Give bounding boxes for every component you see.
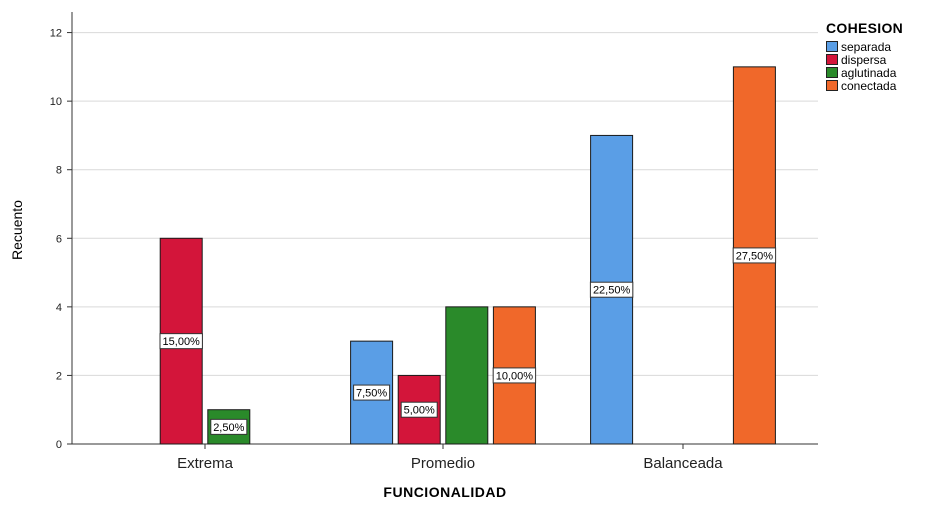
- y-tick-label: 4: [56, 302, 62, 314]
- data-label: 10,00%: [496, 370, 534, 382]
- y-tick-label: 2: [56, 370, 62, 382]
- data-label-box: [492, 367, 537, 384]
- legend-swatch: [826, 41, 838, 52]
- data-label: 7,50%: [356, 388, 387, 400]
- legend-item-separada: separada: [826, 39, 903, 54]
- y-tick-label: 8: [56, 165, 62, 177]
- data-label-box: [732, 247, 777, 264]
- y-tick-label: 0: [56, 439, 62, 451]
- data-label-box: [400, 401, 438, 418]
- legend-label: conectada: [841, 78, 897, 93]
- y-tick-label: 10: [50, 96, 62, 108]
- data-label-box: [210, 418, 248, 435]
- data-label: 22,50%: [593, 285, 631, 297]
- data-label-box: [353, 384, 391, 401]
- data-label: 15,00%: [163, 336, 201, 348]
- legend-label: separada: [841, 39, 892, 54]
- legend-item-conectada: conectada: [826, 78, 903, 93]
- legend-swatch: [826, 80, 838, 91]
- legend-label: dispersa: [841, 52, 887, 67]
- legend: COHESION separada dispersa aglutinada conec…: [826, 20, 904, 93]
- data-label: 5,00%: [404, 405, 435, 417]
- legend-title: COHESION: [826, 20, 904, 36]
- legend-item-dispersa: dispersa: [826, 52, 903, 67]
- legend-item-aglutinada: aglutinada: [826, 65, 903, 80]
- data-label-box: [589, 281, 634, 298]
- legend-label: aglutinada: [841, 65, 897, 80]
- x-tick-label: Extrema: [177, 455, 234, 472]
- legend-swatch: [826, 54, 838, 65]
- x-axis-label: FUNCIONALIDAD: [383, 484, 506, 500]
- x-tick-label: Balanceada: [643, 455, 723, 472]
- legend-swatch: [826, 67, 838, 78]
- y-tick-label: 12: [50, 28, 62, 40]
- data-label: 27,50%: [736, 250, 774, 262]
- y-tick-label: 6: [56, 233, 62, 245]
- data-label: 2,50%: [213, 422, 244, 434]
- data-label-box: [159, 333, 203, 350]
- x-tick-label: Promedio: [411, 455, 475, 472]
- y-axis-label: Recuento: [9, 200, 25, 260]
- legend-items: separada dispersa aglutinada conectada: [826, 39, 903, 93]
- bar-aglutinada: [445, 306, 489, 445]
